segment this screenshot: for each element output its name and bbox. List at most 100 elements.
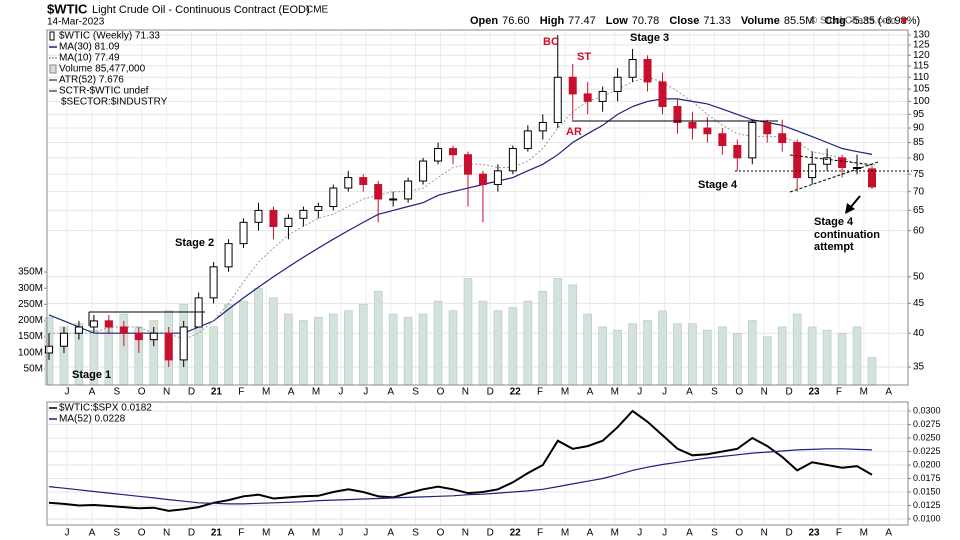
x-tick-label: D <box>188 387 195 398</box>
volume-bar <box>403 316 413 386</box>
y-tick-label: 80 <box>913 152 925 163</box>
y-tick-label: 45 <box>913 298 925 309</box>
ratio-line <box>48 409 873 512</box>
candle-body <box>329 187 338 208</box>
stat-value: -5.35 (-6.98%) <box>850 15 920 27</box>
x-tick-label: M <box>262 387 270 398</box>
volume-bar <box>598 326 607 386</box>
candle-body <box>254 209 263 223</box>
x-tick-label: F <box>836 387 842 398</box>
x-tick-label: M <box>611 528 619 539</box>
candle-body <box>778 133 787 144</box>
x-tick-label: S <box>113 528 120 539</box>
ratio-line <box>48 448 873 505</box>
candle-body <box>463 154 472 175</box>
annotation-line <box>849 195 861 209</box>
y-tick-label: 40 <box>913 328 925 339</box>
volume-bar <box>433 300 443 386</box>
candle-body <box>344 177 353 189</box>
y-tick-label: 100 <box>913 96 930 107</box>
volume-bar <box>658 310 667 386</box>
candle-body <box>179 326 188 361</box>
candle-body <box>149 332 158 341</box>
x-tick-label: A <box>686 528 693 539</box>
volume-tick-label: 250M <box>18 299 43 310</box>
annotation-line <box>789 161 879 193</box>
volume-tick-label: 100M <box>18 347 43 358</box>
x-tick-label: J <box>363 528 368 539</box>
stat-value: 85.5M <box>784 15 815 27</box>
volume-bar <box>703 329 712 386</box>
x-tick-label: D <box>487 387 494 398</box>
stat-label: Close <box>669 15 699 27</box>
annotation-line <box>845 203 855 214</box>
x-tick-label: 22 <box>510 528 522 539</box>
y-tick-label: 0.0225 <box>913 446 941 456</box>
y-tick-label: 105 <box>913 84 930 95</box>
x-tick-label: J <box>662 387 667 398</box>
x-tick-label: S <box>711 387 718 398</box>
candle-body <box>538 121 547 132</box>
volume-bar <box>329 313 338 386</box>
volume-bar <box>553 278 563 386</box>
brand: © StockCharts.com <box>810 16 896 27</box>
x-tick-label: M <box>611 387 619 398</box>
x-tick-label: J <box>662 528 667 539</box>
y-tick-label: 115 <box>913 61 929 72</box>
x-tick-label: N <box>163 387 170 398</box>
legend-candle <box>49 31 55 41</box>
annotation: continuation <box>814 229 880 241</box>
candle-body <box>314 206 323 211</box>
x-tick-label: N <box>761 528 768 539</box>
x-tick-label: N <box>462 387 469 398</box>
volume-bar <box>224 304 233 386</box>
x-tick-label: 21 <box>211 528 223 539</box>
volume-bar <box>269 297 278 386</box>
stat-value: 76.60 <box>502 15 530 27</box>
candle-body <box>209 266 218 299</box>
candle-body <box>299 209 308 219</box>
stat-label: Low <box>606 15 628 27</box>
annotation: attempt <box>814 241 854 253</box>
volume-bar <box>837 333 847 386</box>
x-tick-label: M <box>561 528 569 539</box>
candle-body <box>45 345 53 354</box>
x-tick-label: A <box>387 387 394 398</box>
volume-bar <box>852 326 862 386</box>
candle-body <box>673 106 682 123</box>
candle-body <box>239 221 248 245</box>
x-tick-label: F <box>238 387 244 398</box>
volume-bar <box>343 310 353 386</box>
x-tick-label: N <box>462 528 469 539</box>
y-tick-label: 50 <box>913 271 925 282</box>
x-tick-label: O <box>138 528 146 539</box>
volume-bar <box>792 313 802 386</box>
candle-body <box>374 184 383 200</box>
x-tick-label: S <box>711 528 718 539</box>
y-tick-label: 125 <box>913 40 930 51</box>
y-tick-label: 0.0200 <box>913 459 941 469</box>
volume-tick-label: 200M <box>18 315 43 326</box>
candle-body <box>763 121 772 135</box>
volume-bar <box>418 313 428 386</box>
legend-label: MA(10) 77.49 <box>59 53 120 64</box>
y-tick-label: 0.0275 <box>913 419 941 429</box>
x-tick-label: J <box>363 387 368 398</box>
candle-body <box>478 173 487 186</box>
volume-bar <box>463 278 473 386</box>
volume-bar <box>643 320 652 386</box>
stat-value: 71.33 <box>703 15 731 27</box>
y-tick-label: 120 <box>913 50 930 61</box>
x-tick-label: M <box>561 387 569 398</box>
exchange: CME <box>306 5 329 16</box>
y-tick-label: 0.0300 <box>913 405 941 415</box>
annotation: Stage 2 <box>175 237 214 249</box>
stat-value: 77.47 <box>568 15 596 27</box>
volume-bar <box>373 291 383 386</box>
x-tick-label: A <box>288 528 295 539</box>
candle-body <box>284 217 293 227</box>
y-tick-label: 0.0175 <box>913 473 941 483</box>
volume-bar <box>867 357 877 386</box>
volume-bar <box>239 300 248 386</box>
